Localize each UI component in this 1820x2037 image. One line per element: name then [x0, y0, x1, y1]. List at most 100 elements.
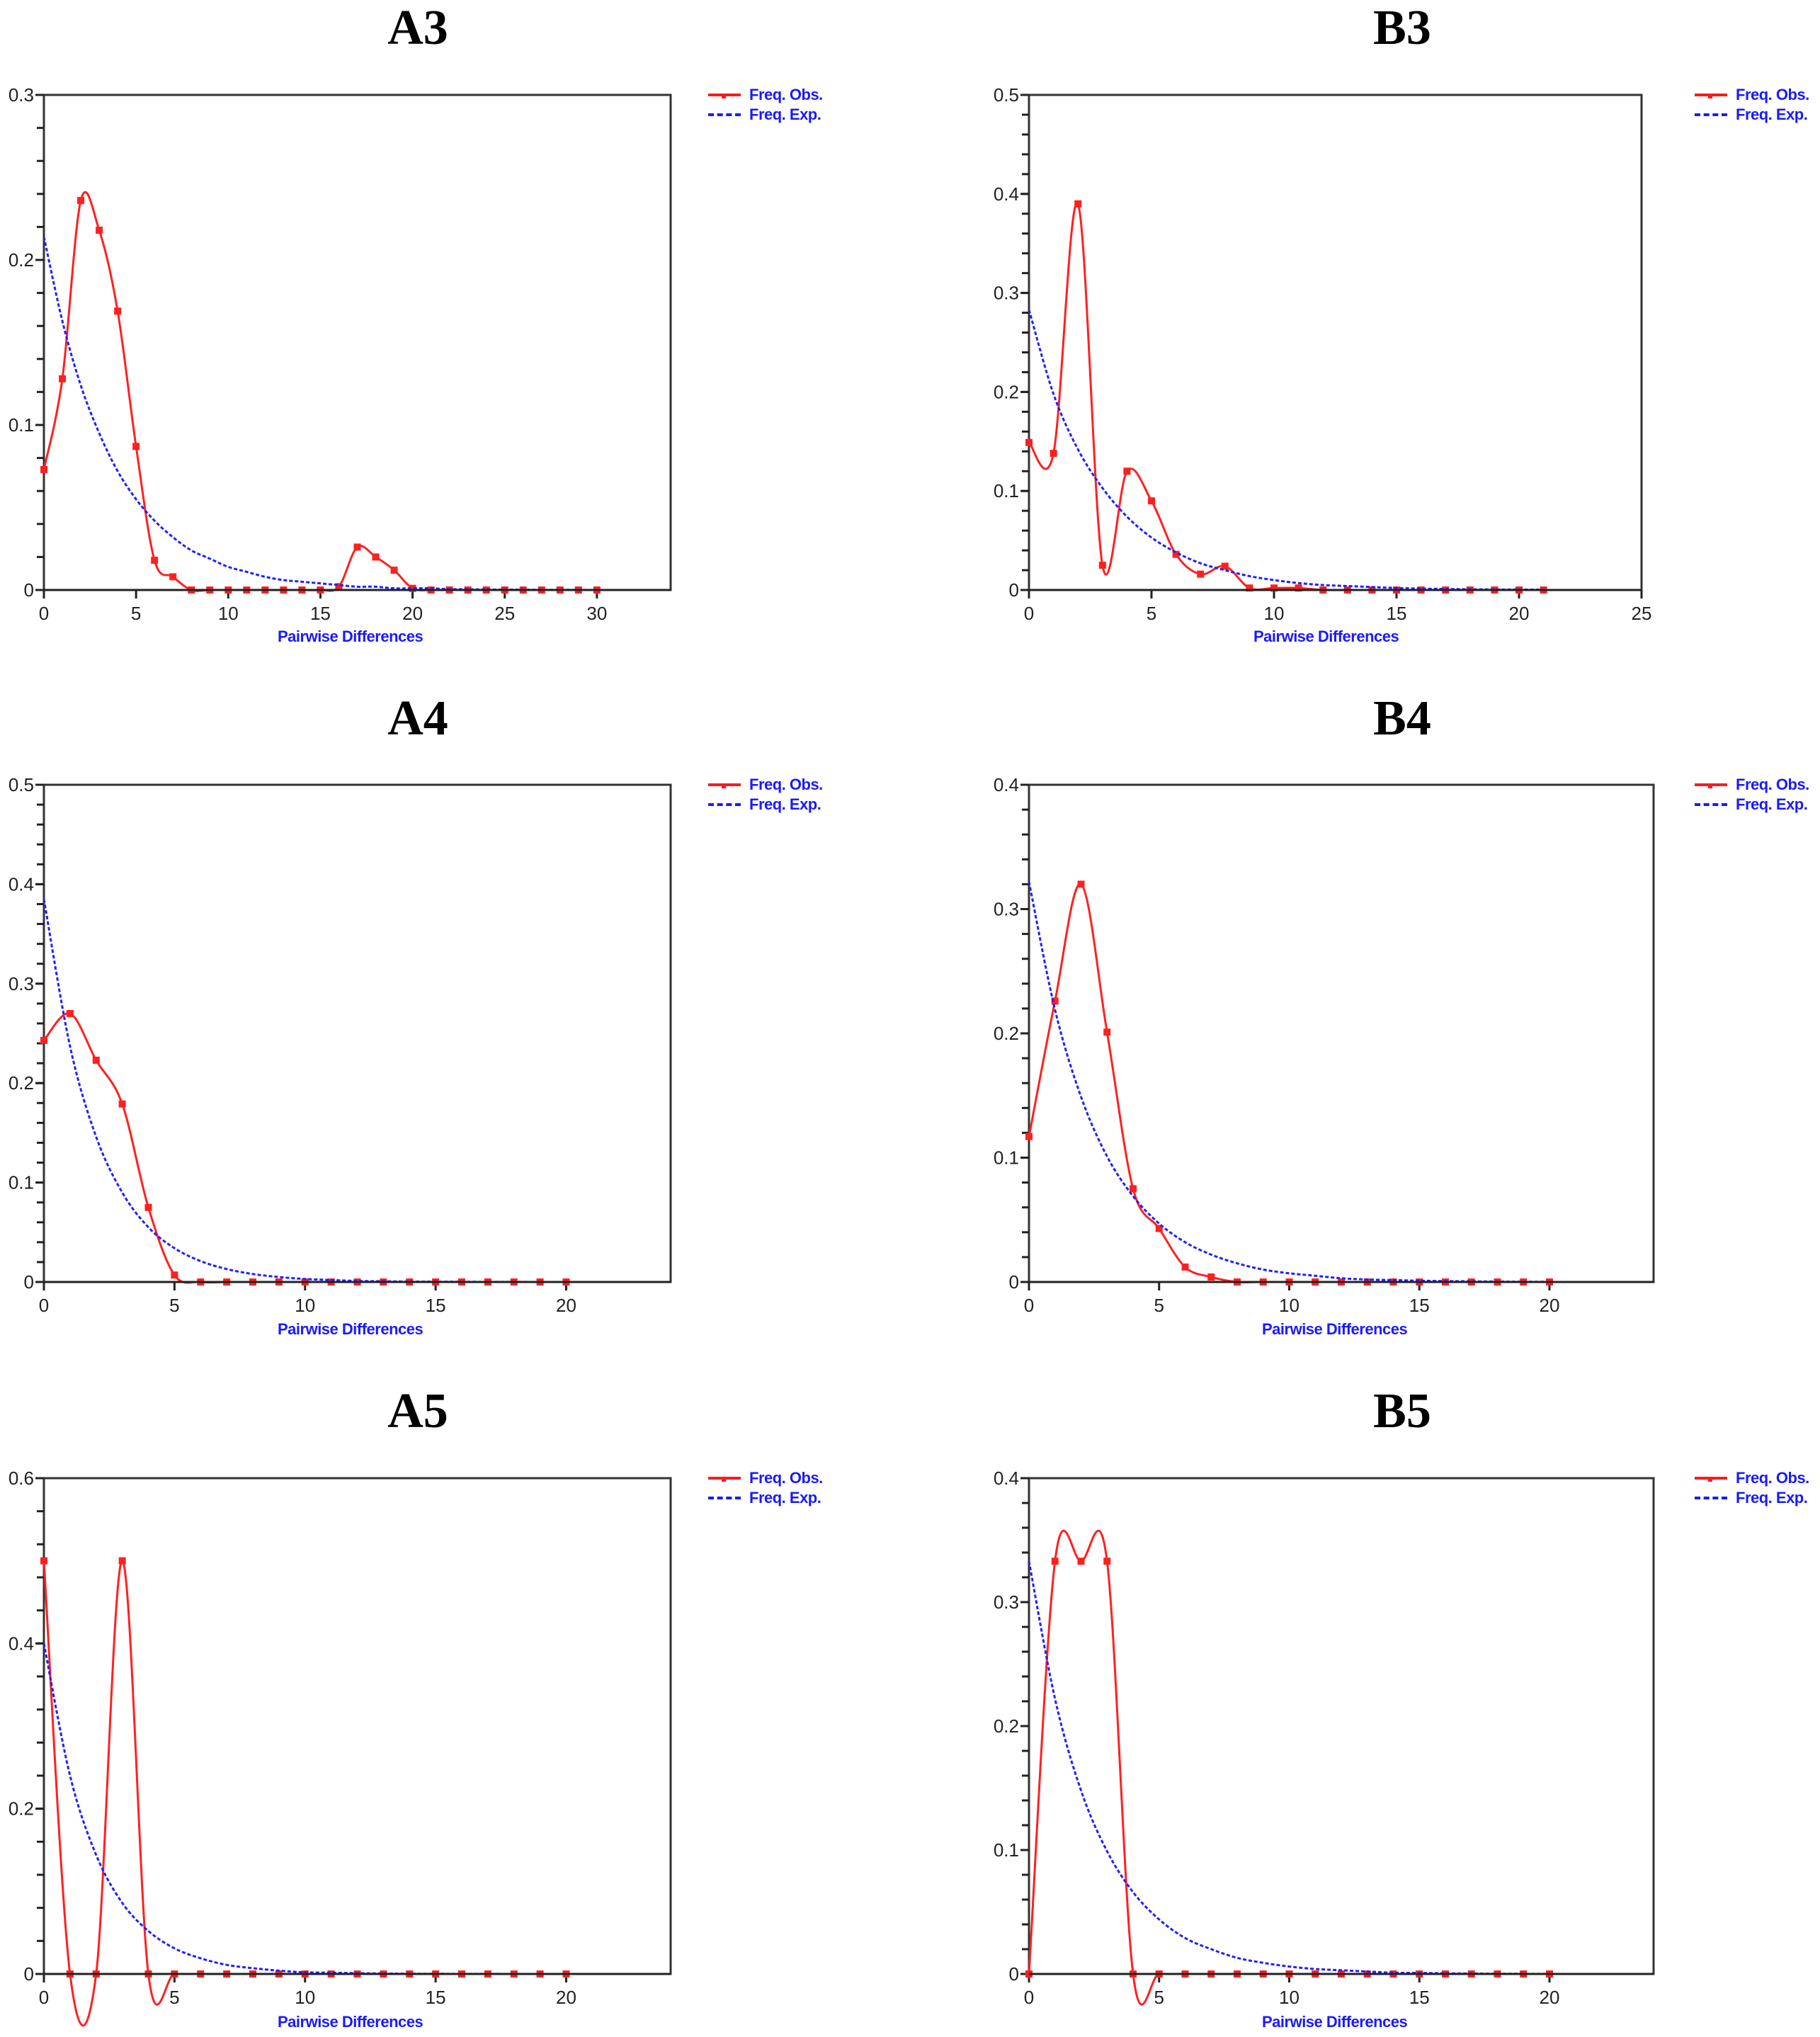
legend-b3: Freq. Obs. Freq. Exp.	[1695, 85, 1809, 125]
legend-label-observed: Freq. Obs.	[749, 86, 823, 103]
svg-text:15: 15	[426, 1987, 446, 2008]
svg-text:0: 0	[1024, 603, 1034, 624]
svg-text:20: 20	[556, 1987, 576, 2008]
dashed-line-icon	[708, 1497, 741, 1499]
svg-text:0.4: 0.4	[994, 183, 1019, 205]
solid-line-icon	[1695, 1477, 1727, 1482]
panel-title-a3: A3	[387, 1, 448, 55]
legend-label-observed: Freq. Obs.	[1736, 1469, 1809, 1487]
svg-text:15: 15	[426, 1295, 446, 1316]
panel-title-b4: B4	[1373, 691, 1431, 746]
legend-label-observed: Freq. Obs.	[1736, 776, 1809, 793]
legend-label-observed: Freq. Obs.	[749, 1469, 823, 1487]
legend-item-expected: Freq. Exp.	[1695, 1488, 1809, 1508]
svg-text:20: 20	[1540, 1987, 1560, 2008]
legend-item-observed: Freq. Obs.	[1695, 775, 1809, 795]
legend-item-observed: Freq. Obs.	[1695, 85, 1809, 105]
svg-text:0.4: 0.4	[994, 1468, 1019, 1489]
svg-text:0.4: 0.4	[8, 1633, 34, 1654]
svg-text:0: 0	[24, 579, 34, 601]
svg-text:10: 10	[1279, 1987, 1299, 2008]
svg-text:0.1: 0.1	[994, 1839, 1019, 1861]
svg-text:0.3: 0.3	[8, 973, 34, 994]
legend-label-expected: Freq. Exp.	[1736, 106, 1808, 123]
svg-text:10: 10	[1279, 1295, 1299, 1316]
legend-b4: Freq. Obs. Freq. Exp.	[1695, 775, 1809, 815]
legend-item-expected: Freq. Exp.	[708, 1488, 823, 1508]
legend-a5: Freq. Obs. Freq. Exp.	[708, 1468, 823, 1508]
svg-text:20: 20	[1540, 1295, 1560, 1316]
legend-item-expected: Freq. Exp.	[708, 105, 823, 125]
legend-item-observed: Freq. Obs.	[1695, 1468, 1809, 1488]
panel-title-b5: B5	[1373, 1384, 1431, 1439]
legend-item-observed: Freq. Obs.	[708, 85, 823, 105]
solid-line-icon	[1695, 93, 1727, 98]
legend-item-expected: Freq. Exp.	[1695, 795, 1809, 815]
legend-item-expected: Freq. Exp.	[1695, 105, 1809, 125]
svg-text:15: 15	[1387, 603, 1407, 624]
dashed-line-icon	[1695, 803, 1727, 806]
legend-item-observed: Freq. Obs.	[708, 775, 823, 795]
svg-text:0: 0	[1009, 1963, 1019, 1985]
x-axis-label-b3: Pairwise Differences	[1253, 628, 1399, 645]
svg-text:0: 0	[24, 1963, 34, 1985]
panel-title-a5: A5	[387, 1384, 448, 1439]
svg-text:0.5: 0.5	[994, 84, 1019, 106]
x-axis-label-a5: Pairwise Differences	[278, 2013, 423, 2031]
dashed-line-icon	[708, 113, 741, 116]
legend-item-observed: Freq. Obs.	[708, 1468, 823, 1488]
x-axis-label-a3: Pairwise Differences	[278, 628, 423, 645]
svg-text:0.3: 0.3	[994, 1591, 1019, 1613]
panel-title-b3: B3	[1373, 1, 1431, 55]
dashed-line-icon	[708, 803, 741, 806]
svg-text:0.1: 0.1	[8, 1172, 34, 1193]
svg-text:20: 20	[556, 1295, 576, 1316]
svg-text:0.4: 0.4	[994, 774, 1019, 795]
svg-text:10: 10	[1264, 603, 1285, 624]
svg-text:15: 15	[1409, 1295, 1430, 1316]
svg-text:5: 5	[1147, 603, 1156, 624]
svg-text:0.1: 0.1	[8, 414, 34, 436]
svg-text:0: 0	[39, 1987, 49, 2008]
dashed-line-icon	[1695, 113, 1727, 116]
legend-label-expected: Freq. Exp.	[749, 1489, 821, 1507]
svg-text:25: 25	[1632, 603, 1652, 624]
svg-text:15: 15	[1409, 1987, 1430, 2008]
svg-text:0: 0	[39, 1295, 49, 1316]
svg-text:5: 5	[169, 1295, 179, 1316]
svg-text:10: 10	[218, 603, 239, 624]
x-axis-label-b5: Pairwise Differences	[1262, 2013, 1408, 2031]
svg-text:0: 0	[1009, 579, 1019, 601]
svg-text:0.6: 0.6	[8, 1468, 34, 1489]
solid-line-icon	[708, 1477, 741, 1482]
svg-text:10: 10	[295, 1295, 315, 1316]
legend-label-expected: Freq. Exp.	[1736, 1489, 1808, 1507]
legend-label-observed: Freq. Obs.	[749, 776, 823, 793]
svg-text:0.2: 0.2	[994, 381, 1019, 402]
svg-text:0: 0	[39, 603, 49, 624]
solid-line-icon	[708, 783, 741, 788]
legend-a4: Freq. Obs. Freq. Exp.	[708, 775, 823, 815]
svg-text:25: 25	[494, 603, 515, 624]
svg-text:0: 0	[24, 1271, 34, 1293]
svg-text:0.3: 0.3	[994, 899, 1019, 920]
svg-text:0.2: 0.2	[994, 1023, 1019, 1044]
x-axis-label-a4: Pairwise Differences	[278, 1320, 423, 1338]
svg-text:0.1: 0.1	[994, 480, 1019, 501]
x-axis-label-b4: Pairwise Differences	[1262, 1320, 1408, 1338]
svg-text:0.3: 0.3	[8, 84, 34, 106]
legend-label-expected: Freq. Exp.	[1736, 795, 1808, 813]
svg-text:0: 0	[1024, 1987, 1034, 2008]
svg-text:0.2: 0.2	[8, 1798, 34, 1820]
svg-text:5: 5	[1154, 1987, 1164, 2008]
svg-text:0.5: 0.5	[8, 774, 34, 795]
solid-line-icon	[708, 93, 741, 98]
svg-text:20: 20	[1509, 603, 1530, 624]
solid-line-icon	[1695, 783, 1727, 788]
svg-text:5: 5	[169, 1987, 179, 2008]
legend-label-observed: Freq. Obs.	[1736, 86, 1809, 103]
